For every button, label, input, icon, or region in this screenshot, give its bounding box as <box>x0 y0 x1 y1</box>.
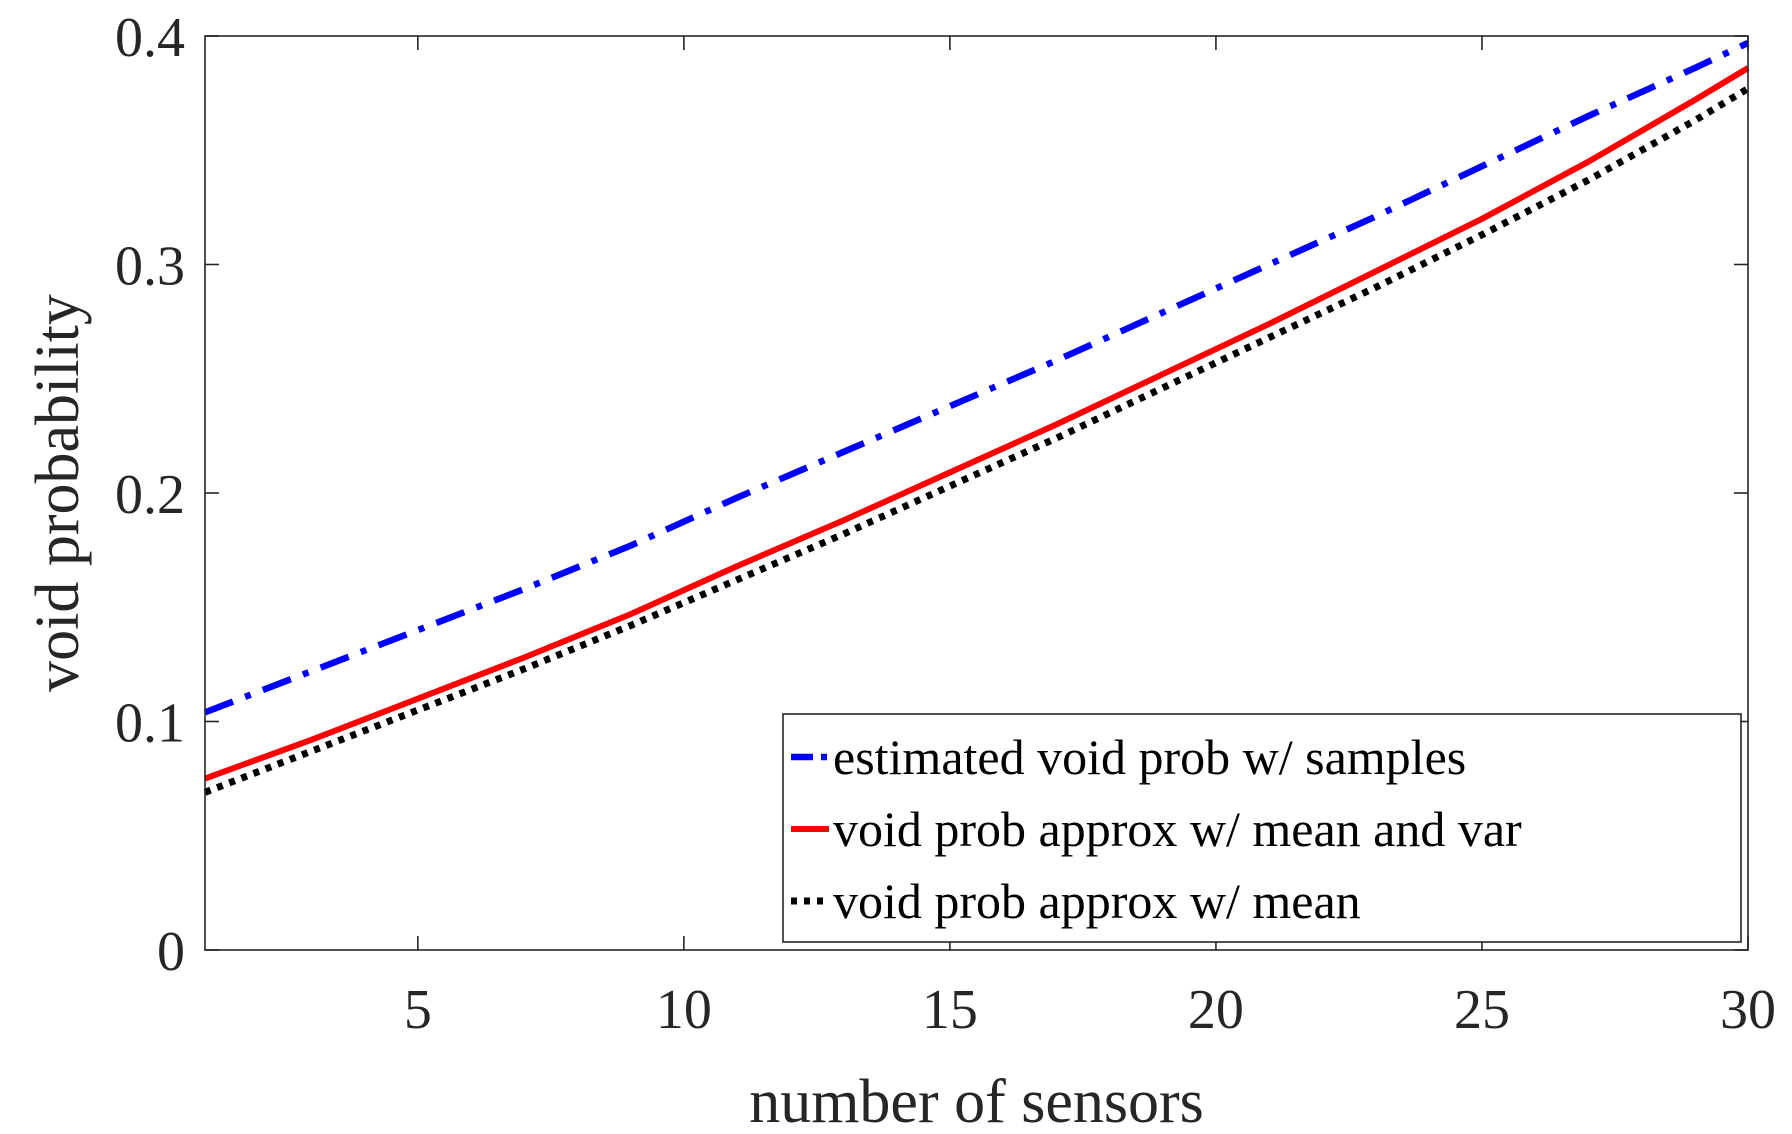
legend-box <box>782 713 1742 943</box>
series-layer <box>203 39 1750 796</box>
x-tick-label: 5 <box>404 979 432 1041</box>
y-tick-label: 0.4 <box>115 7 185 69</box>
legend-label-1: void prob approx w/ mean and var <box>833 801 1522 857</box>
legend: estimated void prob w/ samples void prob … <box>782 713 1742 943</box>
y-tick-label: 0 <box>157 921 185 983</box>
x-axis-title: number of sensors <box>749 1068 1204 1134</box>
y-tick-label: 0.1 <box>115 693 185 755</box>
series-line-2 <box>203 85 1750 796</box>
legend-label-0: estimated void prob w/ samples <box>833 729 1466 785</box>
x-tick-labels: 5 10 15 20 25 30 <box>404 979 1776 1041</box>
y-tick-labels: 0 0.1 0.2 0.3 0.4 <box>115 7 185 983</box>
y-tick-label: 0.3 <box>115 236 185 298</box>
y-tick-label: 0.2 <box>115 464 185 526</box>
x-tick-label: 20 <box>1188 979 1244 1041</box>
x-tick-label: 30 <box>1720 979 1776 1041</box>
plot-frame <box>204 35 1749 951</box>
x-tick-label: 15 <box>922 979 978 1041</box>
legend-label-2: void prob approx w/ mean <box>833 873 1361 929</box>
series-line-0 <box>203 39 1750 716</box>
x-tick-label: 10 <box>656 979 712 1041</box>
series-line-1 <box>203 65 1750 782</box>
y-axis-title: void probability <box>24 294 92 692</box>
x-tick-label: 25 <box>1454 979 1510 1041</box>
